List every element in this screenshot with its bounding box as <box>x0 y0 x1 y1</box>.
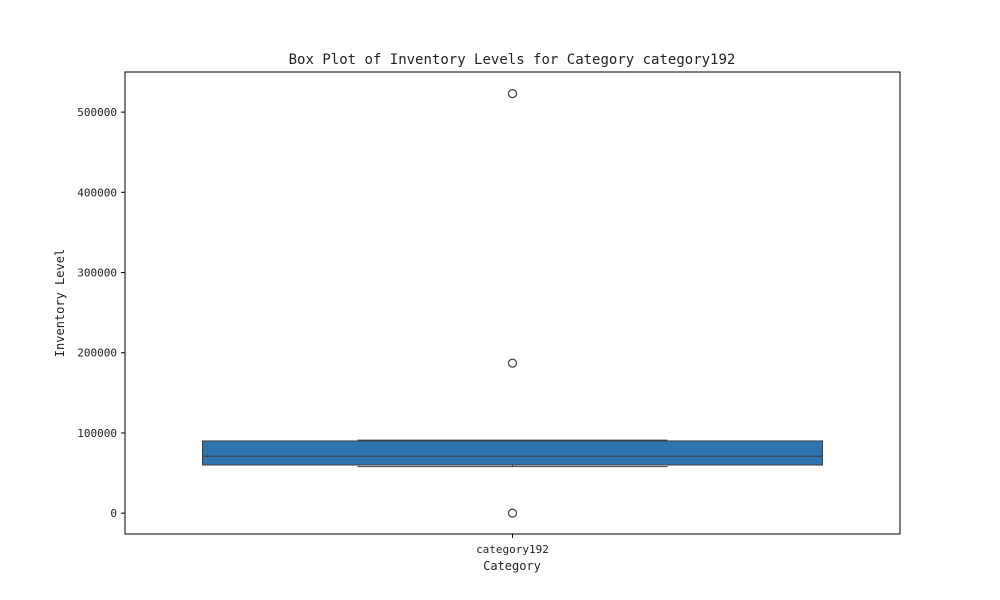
y-tick-label: 100000 <box>77 427 117 440</box>
y-tick-label: 500000 <box>77 106 117 119</box>
y-tick-label: 400000 <box>77 186 117 199</box>
x-axis-label: Category <box>483 559 541 573</box>
y-tick-label: 300000 <box>77 267 117 280</box>
x-axis: category192 <box>476 534 549 556</box>
outlier-point <box>507 89 518 99</box>
chart-title: Box Plot of Inventory Levels for Categor… <box>289 52 736 68</box>
plot-area <box>202 89 823 518</box>
outlier-point <box>507 508 518 518</box>
y-tick-label: 200000 <box>77 347 117 360</box>
x-tick-label: category192 <box>476 543 549 556</box>
outlier-point <box>507 358 518 368</box>
y-axis: 0 100000 200000 300000 400000 500000 <box>77 106 125 520</box>
y-axis-label: Inventory Level <box>53 249 67 357</box>
box-iqr <box>202 440 823 466</box>
y-tick-label: 0 <box>110 507 117 520</box>
